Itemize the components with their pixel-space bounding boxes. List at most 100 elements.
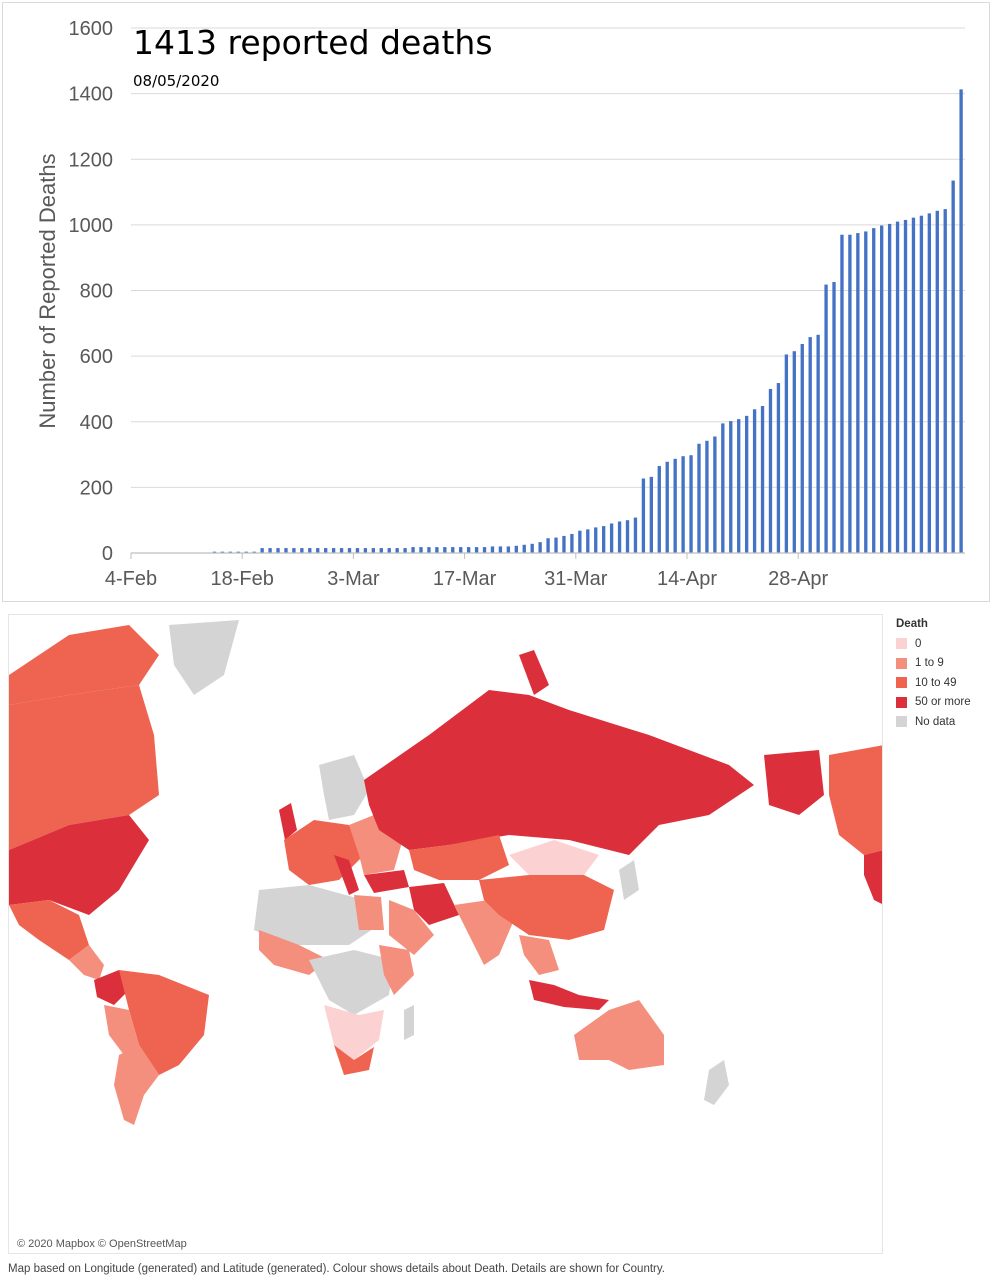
legend-label: No data — [915, 715, 956, 728]
country-colombia[interactable] — [94, 970, 129, 1005]
country-mexico[interactable] — [9, 900, 89, 960]
bar — [959, 89, 963, 553]
bar — [546, 538, 550, 553]
country-saudi-arabia[interactable] — [389, 900, 434, 955]
country-peru-bolivia[interactable] — [104, 1005, 139, 1055]
bar — [403, 548, 407, 553]
country-indonesia[interactable] — [529, 980, 609, 1010]
bar — [657, 466, 661, 553]
country-kazakhstan[interactable] — [409, 835, 509, 880]
country-japan[interactable] — [619, 860, 639, 900]
country-canada-east-wrap[interactable] — [829, 745, 883, 855]
country-argentina-chile[interactable] — [114, 1045, 159, 1125]
legend-item-0[interactable]: 0 — [896, 634, 996, 654]
bar — [395, 548, 399, 553]
bar — [927, 213, 932, 553]
country-new-zealand[interactable] — [704, 1060, 729, 1105]
bar — [760, 406, 765, 553]
world-map[interactable]: © 2020 Mapbox © OpenStreetMap — [9, 615, 883, 1254]
bar — [292, 548, 296, 553]
bar — [506, 546, 511, 553]
bar — [689, 455, 693, 553]
bar — [411, 547, 415, 553]
country-south-africa[interactable] — [334, 1045, 374, 1075]
bar — [737, 419, 741, 553]
legend-item-10-to-49[interactable]: 10 to 49 — [896, 673, 996, 693]
bar — [633, 517, 638, 553]
country-russia-far-east[interactable] — [764, 750, 824, 815]
y-tick-label: 1200 — [69, 149, 114, 171]
country-north-africa[interactable] — [254, 885, 379, 945]
legend-item-1-to-9[interactable]: 1 to 9 — [896, 654, 996, 674]
country-southern-africa[interactable] — [324, 1005, 384, 1060]
country-china[interactable] — [479, 875, 614, 940]
country-uk[interactable] — [279, 803, 297, 840]
legend-title: Death — [896, 618, 928, 630]
country-australia[interactable] — [574, 1000, 664, 1070]
country-central-america[interactable] — [69, 945, 104, 980]
bar — [490, 546, 495, 553]
bar — [379, 548, 383, 553]
country-madagascar[interactable] — [404, 1005, 414, 1040]
bar — [339, 548, 344, 553]
legend-swatch — [896, 638, 907, 650]
y-tick-label: 600 — [80, 346, 113, 368]
bar — [427, 547, 431, 553]
bar — [220, 551, 225, 553]
legend-label: 50 or more — [915, 696, 971, 709]
bar — [840, 234, 844, 553]
bar — [856, 233, 860, 553]
country-greenland[interactable] — [169, 620, 239, 695]
legend-swatch — [896, 657, 907, 669]
bar — [665, 461, 669, 553]
bar — [713, 436, 717, 553]
legend-item-50-or-more[interactable]: 50 or more — [896, 693, 996, 713]
bar — [331, 548, 336, 553]
country-canada[interactable] — [9, 685, 159, 850]
bar — [466, 547, 471, 553]
bar — [252, 551, 256, 553]
y-tick-label: 0 — [102, 543, 113, 565]
bar — [832, 281, 836, 553]
map-legend: Death 0 1 to 9 10 to 49 50 or more No da… — [896, 618, 996, 732]
bar — [459, 547, 463, 553]
country-alaska-region[interactable] — [9, 625, 159, 705]
bar — [316, 548, 320, 553]
bar — [562, 535, 566, 553]
bar — [816, 334, 820, 553]
country-india[interactable] — [454, 900, 514, 965]
country-russia[interactable] — [364, 690, 754, 855]
country-usa[interactable] — [9, 815, 149, 915]
country-russia-north-island[interactable] — [519, 650, 549, 695]
bar — [522, 544, 526, 553]
country-iran[interactable] — [409, 883, 459, 925]
world-map-panel[interactable]: © 2020 Mapbox © OpenStreetMap — [8, 614, 883, 1254]
bar — [308, 548, 312, 553]
x-tick-label: 31-Mar — [544, 568, 608, 590]
country-usa-east-wrap[interactable] — [864, 850, 883, 905]
country-italy[interactable] — [334, 855, 359, 895]
country-egypt[interactable] — [354, 895, 384, 930]
bar — [474, 547, 479, 553]
map-footnote: Map based on Longitude (generated) and L… — [8, 1263, 665, 1275]
bar — [355, 548, 360, 553]
bar — [673, 458, 677, 553]
country-turkey[interactable] — [364, 870, 409, 893]
country-southeast-asia[interactable] — [519, 935, 559, 975]
legend-swatch — [896, 716, 907, 728]
bar — [387, 548, 391, 553]
bar — [641, 478, 646, 553]
bar — [721, 423, 725, 553]
country-scandinavia[interactable] — [319, 755, 369, 820]
country-east-africa[interactable] — [379, 945, 414, 995]
country-central-africa[interactable] — [309, 950, 394, 1015]
y-tick-label: 800 — [80, 281, 113, 303]
x-tick-label: 17-Mar — [433, 568, 497, 590]
bar — [776, 383, 781, 553]
bar — [824, 284, 828, 553]
x-tick-label: 3-Mar — [327, 568, 380, 590]
bar — [530, 543, 534, 553]
x-tick-label: 14-Apr — [657, 568, 717, 590]
legend-item-no-data[interactable]: No data — [896, 712, 996, 732]
country-mongolia[interactable] — [509, 840, 599, 875]
